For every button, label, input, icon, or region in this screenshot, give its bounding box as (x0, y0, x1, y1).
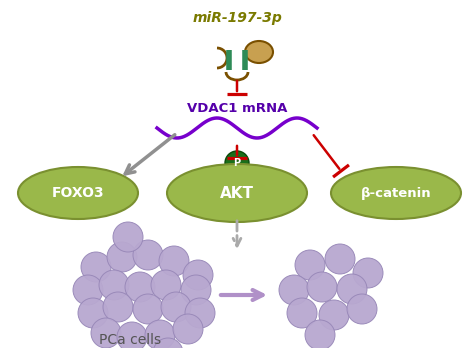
Ellipse shape (18, 167, 138, 219)
Ellipse shape (167, 164, 307, 222)
Circle shape (117, 322, 147, 348)
Circle shape (91, 318, 121, 348)
Circle shape (225, 151, 249, 175)
Text: AKT: AKT (220, 185, 254, 200)
Circle shape (153, 338, 183, 348)
Ellipse shape (245, 41, 273, 63)
Circle shape (287, 298, 317, 328)
Circle shape (279, 275, 309, 305)
Circle shape (159, 246, 189, 276)
Text: β-catenin: β-catenin (361, 187, 431, 199)
Circle shape (319, 300, 349, 330)
Circle shape (151, 270, 181, 300)
Circle shape (161, 292, 191, 322)
Circle shape (307, 272, 337, 302)
Circle shape (107, 242, 137, 272)
Circle shape (185, 298, 215, 328)
Circle shape (133, 294, 163, 324)
Circle shape (125, 272, 155, 302)
Circle shape (347, 294, 377, 324)
Circle shape (337, 274, 367, 304)
Circle shape (113, 222, 143, 252)
Circle shape (99, 270, 129, 300)
Circle shape (103, 292, 133, 322)
Circle shape (183, 260, 213, 290)
Text: FOXO3: FOXO3 (52, 186, 104, 200)
Circle shape (181, 275, 211, 305)
Circle shape (145, 320, 175, 348)
Circle shape (133, 240, 163, 270)
Circle shape (78, 298, 108, 328)
Circle shape (173, 314, 203, 344)
Ellipse shape (331, 167, 461, 219)
Circle shape (305, 320, 335, 348)
Text: VDAC1 mRNA: VDAC1 mRNA (187, 102, 287, 114)
Circle shape (325, 244, 355, 274)
Circle shape (295, 250, 325, 280)
Circle shape (73, 275, 103, 305)
Text: PCa cells: PCa cells (99, 333, 161, 347)
Circle shape (81, 252, 111, 282)
Text: miR-197-3p: miR-197-3p (192, 11, 282, 25)
Text: P: P (233, 158, 241, 168)
Circle shape (353, 258, 383, 288)
